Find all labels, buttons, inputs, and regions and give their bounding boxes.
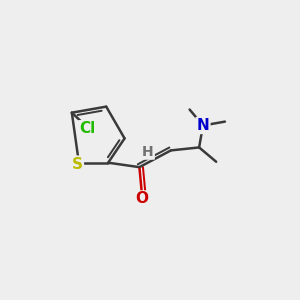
- Text: Cl: Cl: [79, 121, 95, 136]
- Text: S: S: [72, 157, 83, 172]
- Text: N: N: [196, 118, 209, 133]
- Text: H: H: [142, 145, 154, 159]
- Text: O: O: [135, 191, 148, 206]
